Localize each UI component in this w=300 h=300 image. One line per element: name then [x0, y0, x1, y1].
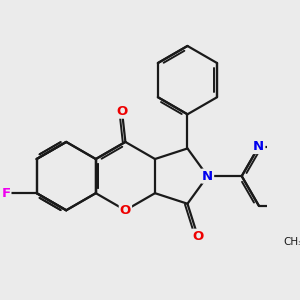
Text: F: F — [1, 187, 10, 200]
Text: N: N — [253, 140, 264, 153]
Text: O: O — [192, 230, 203, 243]
Text: O: O — [116, 105, 128, 118]
Text: N: N — [202, 169, 213, 183]
Text: CH₃: CH₃ — [283, 237, 300, 247]
Text: O: O — [120, 204, 131, 217]
